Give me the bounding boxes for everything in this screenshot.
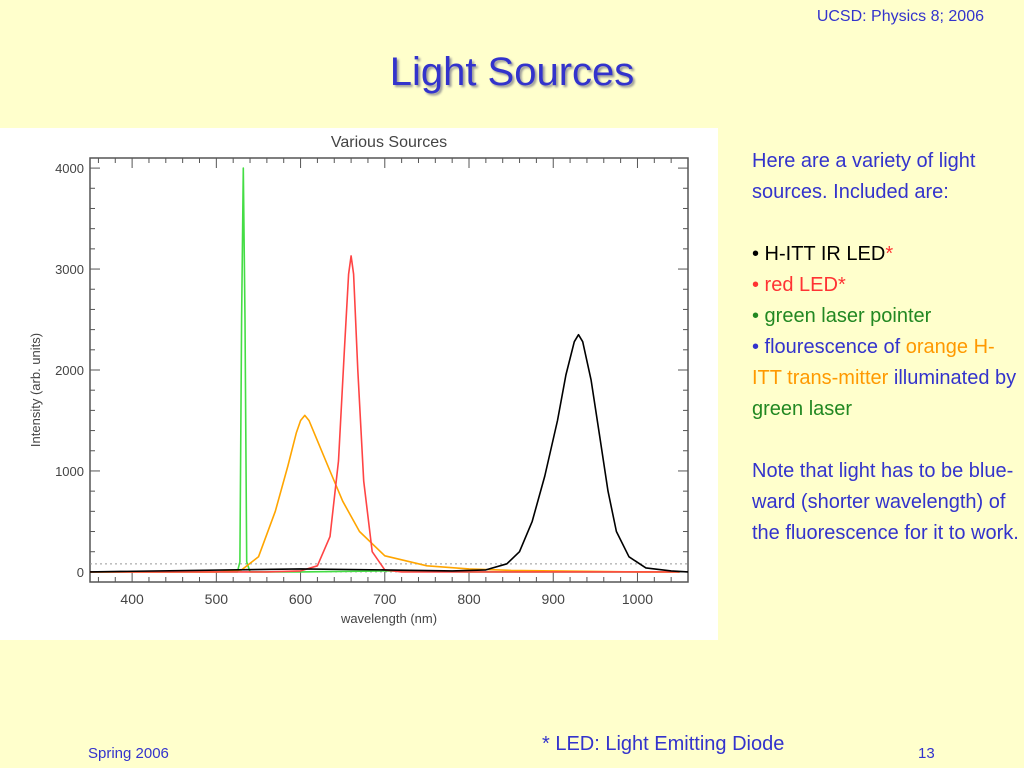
x-tick-label-500: 500 — [205, 591, 229, 607]
intro-text: Here are a variety of light sources. Inc… — [752, 150, 976, 203]
bullet-red-led-star: * — [837, 274, 846, 296]
y-tick-label-3000: 3000 — [55, 262, 84, 277]
note-text: Note that light has to be blue-ward (sho… — [752, 460, 1019, 544]
bullet-ir-led-label: • H-ITT IR LED — [752, 243, 886, 265]
x-tick-label-700: 700 — [373, 591, 397, 607]
series-ir-led — [89, 333, 689, 573]
x-tick-label-600: 600 — [289, 591, 313, 607]
bullet-fluorescence-green: green laser — [752, 398, 853, 420]
bullet-red-led: • red LED* — [752, 270, 1020, 301]
y-tick-label-1000: 1000 — [55, 464, 84, 479]
spectrum-chart: Various Sources Intensity (arb. units) w… — [28, 134, 689, 626]
slide-title: Light Sources — [389, 50, 635, 94]
bullet-ir-led: • H-ITT IR LED* — [752, 239, 1020, 270]
footnote: * LED: Light Emitting Diode — [542, 733, 785, 755]
chart-title: Various Sources — [331, 134, 447, 151]
x-tick-label-400: 400 — [120, 591, 144, 607]
chart-xlabel: wavelength (nm) — [340, 611, 437, 626]
series-orange-fluorescence — [90, 414, 680, 573]
series-green-laser — [90, 167, 680, 573]
course-header: UCSD: Physics 8; 2006 — [816, 8, 984, 25]
chart-ylabel: Intensity (arb. units) — [28, 333, 43, 447]
x-tick-label-800: 800 — [457, 591, 481, 607]
page-number: 13 — [918, 745, 935, 762]
plot-frame — [89, 157, 689, 583]
y-tick-label-0: 0 — [77, 565, 84, 580]
y-tick-label-4000: 4000 — [55, 161, 84, 176]
bullet-red-led-label: • red LED — [752, 274, 838, 296]
footer-date: Spring 2006 — [88, 745, 169, 762]
x-tick-label-1000: 1000 — [622, 591, 653, 607]
y-tick-label-2000: 2000 — [55, 363, 84, 378]
x-tick-label-900: 900 — [542, 591, 566, 607]
chart-container: Various Sources Intensity (arb. units) w… — [0, 128, 718, 640]
bullet-fluorescence-c: illuminated by — [888, 367, 1017, 389]
bullet-fluorescence: • flourescence of orange H-ITT trans-mit… — [752, 332, 1020, 425]
bullet-fluorescence-a: • flourescence of — [752, 336, 906, 358]
bullet-fluorescence-orange: orange H-ITT trans-mitter — [752, 336, 995, 389]
text-panel: Here are a variety of light sources. Inc… — [752, 146, 1020, 549]
bullet-green-laser: • green laser pointer — [752, 305, 932, 327]
bullet-ir-led-star: * — [885, 243, 894, 265]
series-red-led — [90, 255, 680, 573]
